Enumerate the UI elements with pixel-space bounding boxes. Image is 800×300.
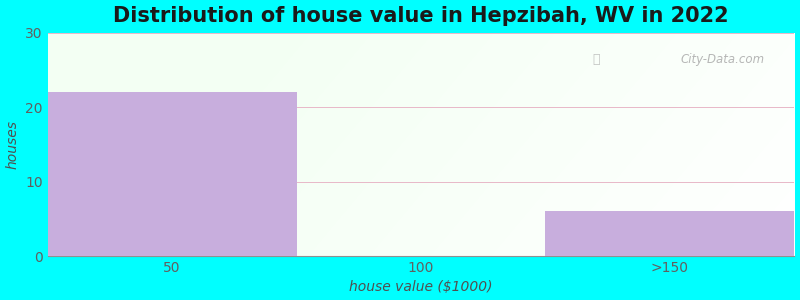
Title: Distribution of house value in Hepzibah, WV in 2022: Distribution of house value in Hepzibah,…: [114, 6, 729, 26]
Bar: [546, 212, 794, 256]
Text: City-Data.com: City-Data.com: [681, 53, 765, 66]
Bar: [47, 92, 297, 256]
Y-axis label: houses: houses: [6, 120, 19, 169]
X-axis label: house value ($1000): house value ($1000): [350, 280, 493, 294]
Text: Ⓐ: Ⓐ: [593, 53, 600, 66]
